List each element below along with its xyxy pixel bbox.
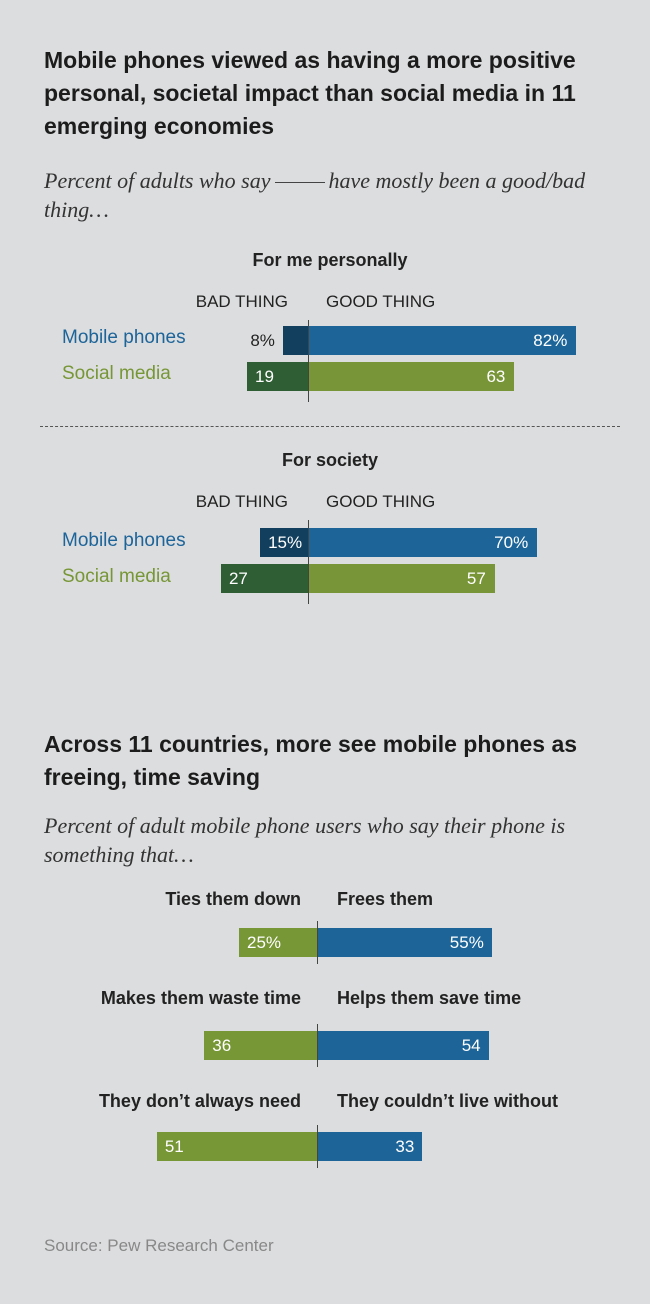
pair-right-label-2: Helps them save time	[337, 988, 522, 1008]
good-value-mobile-phones-personal: 82%	[533, 331, 568, 350]
bad-bar-mobile-phones-personal	[282, 326, 309, 355]
good-bar-mobile-phones-personal	[309, 326, 577, 355]
good-thing-header-personal: GOOD THING	[326, 292, 436, 311]
good-value-mobile-phones-society: 70%	[494, 533, 529, 552]
zero-axis-personal	[308, 320, 309, 402]
bad-value-mobile-phones-personal: 8%	[250, 331, 275, 350]
pair-left-bar-1	[239, 928, 318, 957]
row-label-social-media-society: Social media	[62, 566, 171, 587]
row-label-social-media-personal: Social media	[62, 363, 171, 384]
pair-left-label-1: Ties them down	[165, 889, 301, 909]
subtitle-pre: Percent of adults who say	[44, 168, 271, 193]
pair-zero-axis-1	[317, 921, 318, 964]
pair-left-label-2: Makes them waste time	[100, 988, 301, 1008]
pair-left-value-1: 25%	[247, 933, 282, 952]
panel-divider	[40, 426, 620, 427]
subtitle-blank	[274, 182, 325, 183]
bad-value-social-media-society: 27	[228, 569, 248, 588]
bad-thing-header-personal: BAD THING	[195, 292, 288, 311]
good-thing-header-society: GOOD THING	[326, 492, 436, 511]
bad-bar-social-media-society	[220, 564, 309, 593]
pair-right-bar-2	[318, 1031, 489, 1060]
good-bar-social-media-personal	[309, 362, 515, 391]
bad-value-mobile-phones-society: 15%	[268, 533, 303, 552]
pair-left-value-3: 51	[164, 1137, 184, 1156]
source-note: Source: Pew Research Center	[44, 1236, 274, 1255]
pair-left-value-2: 36	[212, 1036, 232, 1055]
panel-title-personal: For me personally	[252, 250, 408, 270]
pair-right-bar-3	[318, 1132, 423, 1161]
section2-title: Across 11 countries, more see mobile pho…	[44, 731, 578, 790]
good-value-social-media-personal: 63	[486, 367, 506, 386]
section2-subtitle: Percent of adult mobile phone users who …	[44, 813, 566, 867]
bad-value-social-media-personal: 19	[255, 367, 274, 386]
good-bar-social-media-society	[309, 564, 495, 593]
bad-bar-social-media-personal	[247, 362, 309, 391]
pair-zero-axis-2	[317, 1024, 318, 1067]
row-label-mobile-phones-society: Mobile phones	[62, 530, 186, 551]
good-bar-mobile-phones-society	[309, 528, 538, 557]
pair-left-bar-2	[204, 1031, 318, 1060]
zero-axis-society	[308, 520, 309, 604]
panel-title-society: For society	[281, 450, 379, 470]
pair-right-label-1: Frees them	[337, 889, 434, 909]
pair-left-label-3: They don’t always need	[98, 1091, 301, 1111]
good-value-social-media-society: 57	[466, 569, 486, 588]
pair-right-value-3: 33	[395, 1137, 415, 1156]
bad-bar-mobile-phones-society	[260, 528, 309, 557]
chart-subtitle: Percent of adults who say have mostly bee…	[44, 166, 604, 224]
pair-right-label-3: They couldn’t live without	[337, 1091, 559, 1111]
subtitle-post: have mostly been a good/bad thing…	[44, 168, 586, 222]
row-label-mobile-phones-personal: Mobile phones	[62, 327, 186, 348]
pair-right-value-2: 54	[461, 1036, 481, 1055]
pair-zero-axis-3	[317, 1125, 318, 1168]
pair-right-bar-1	[318, 928, 492, 957]
chart-title: Mobile phones viewed as having a more po…	[44, 47, 576, 139]
pair-right-value-1: 55%	[449, 933, 484, 952]
bad-thing-header-society: BAD THING	[195, 492, 288, 511]
pair-left-bar-3	[156, 1132, 318, 1161]
